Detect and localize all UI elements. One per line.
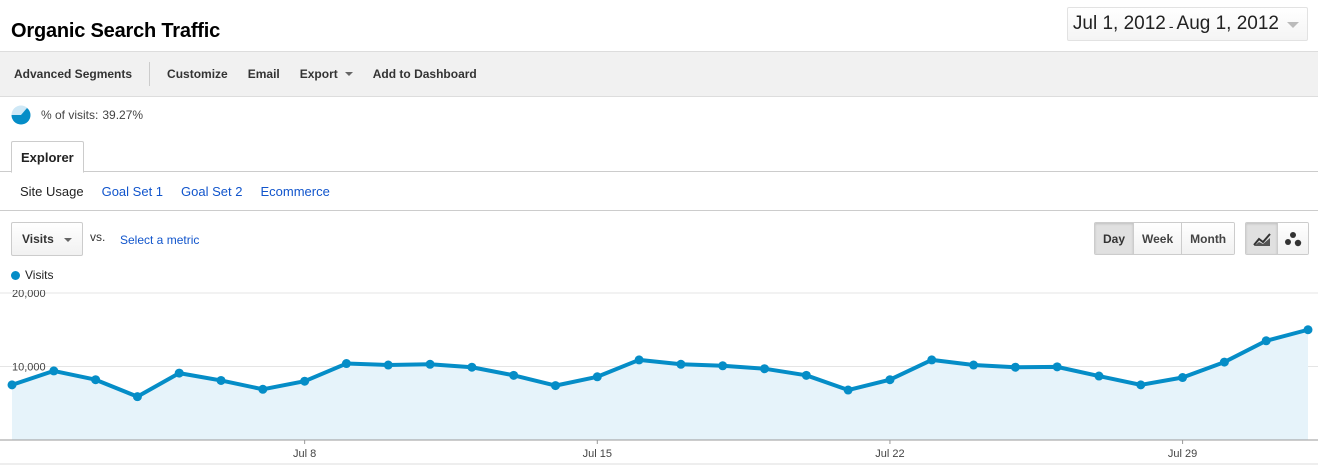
data-point	[885, 375, 895, 385]
subtab-ecommerce[interactable]: Ecommerce	[260, 184, 330, 199]
day-button[interactable]: Day	[1095, 223, 1134, 254]
date-range-end: Aug 1, 2012	[1176, 13, 1279, 34]
subtab-goal-set-2[interactable]: Goal Set 2	[181, 184, 243, 199]
subtab-site-usage[interactable]: Site Usage	[20, 184, 84, 199]
week-button[interactable]: Week	[1133, 223, 1182, 254]
data-point	[174, 368, 184, 378]
report-toolbar: Advanced Segments Customize Email Export…	[0, 51, 1318, 97]
pie-chart-icon	[11, 105, 31, 125]
segment-value: 39.27%	[102, 108, 144, 122]
data-point	[467, 362, 477, 372]
toolbar-divider	[149, 62, 151, 86]
data-point	[634, 355, 644, 365]
chevron-down-icon	[1287, 22, 1299, 28]
y-tick-label: 20,000	[12, 290, 46, 300]
segment-label: % of visits:	[41, 108, 99, 122]
data-point	[969, 360, 979, 370]
data-point	[1261, 336, 1271, 346]
data-point	[49, 366, 59, 376]
data-point	[676, 359, 686, 369]
tab-explorer[interactable]: Explorer	[11, 141, 84, 173]
add-to-dashboard-button[interactable]: Add to Dashboard	[372, 67, 477, 81]
data-point	[592, 372, 602, 382]
data-point	[760, 364, 770, 374]
data-point	[258, 384, 268, 394]
report-tabs: Explorer	[0, 140, 1318, 173]
data-point	[927, 355, 937, 365]
date-range-picker[interactable]: Jul 1, 2012 - Aug 1, 2012	[1066, 7, 1308, 41]
customize-button[interactable]: Customize	[167, 67, 228, 81]
chevron-down-icon	[344, 72, 353, 76]
motion-chart-icon	[1285, 231, 1302, 246]
data-point	[801, 370, 811, 380]
data-point	[550, 381, 560, 391]
data-point	[509, 370, 519, 380]
line-chart-button[interactable]	[1246, 223, 1277, 254]
chart-legend: Visits	[11, 268, 53, 282]
data-point	[383, 360, 393, 370]
export-label: Export	[299, 67, 338, 81]
motion-chart-button[interactable]	[1277, 223, 1308, 254]
legend-label: Visits	[25, 268, 54, 282]
advanced-segments-button[interactable]: Advanced Segments	[14, 67, 133, 81]
page-title: Organic Search Traffic	[11, 20, 221, 42]
data-point	[341, 359, 351, 369]
data-point	[216, 375, 226, 385]
data-point	[843, 385, 853, 395]
data-point	[1303, 325, 1313, 335]
email-button[interactable]: Email	[247, 67, 280, 81]
date-range-start: Jul 1, 2012	[1072, 13, 1166, 34]
x-tick-label: Jul 22	[875, 448, 904, 460]
data-point	[1010, 362, 1020, 372]
select-metric-link[interactable]: Select a metric	[120, 233, 200, 247]
data-point	[1094, 371, 1104, 381]
y-tick-label: 10,000	[12, 362, 46, 374]
vs-label: vs.	[90, 230, 106, 244]
line-chart-icon	[1252, 232, 1271, 246]
x-tick-label: Jul 29	[1168, 448, 1197, 460]
data-point	[132, 392, 142, 402]
x-tick-label: Jul 8	[293, 448, 316, 460]
data-point	[91, 375, 101, 385]
data-point	[1136, 380, 1146, 390]
data-point	[718, 361, 728, 371]
metric-select[interactable]: Visits	[11, 222, 83, 256]
metric-select-value: Visits	[22, 232, 54, 246]
x-tick-label: Jul 15	[583, 448, 612, 460]
export-button[interactable]: Export	[290, 52, 363, 96]
chevron-down-icon	[64, 238, 72, 242]
data-point	[7, 380, 17, 390]
month-button[interactable]: Month	[1181, 223, 1235, 254]
data-point	[1178, 373, 1188, 383]
chart-type-toggle	[1245, 222, 1309, 255]
visits-line-chart: 20,000 10,000 Jul 8 Jul 15 Jul 22 Jul 29	[0, 290, 1318, 465]
data-point	[1052, 362, 1062, 372]
legend-dot	[11, 270, 20, 280]
period-toggle: Day Week Month	[1094, 222, 1236, 255]
explorer-subtabs: Site Usage Goal Set 1 Goal Set 2 Ecommer…	[0, 173, 1318, 211]
data-point	[425, 359, 435, 369]
subtab-goal-set-1[interactable]: Goal Set 1	[101, 184, 164, 199]
series-area	[12, 329, 1308, 440]
data-point	[1219, 357, 1229, 367]
segment-summary: % of visits: 39.27%	[11, 105, 143, 125]
series-line-visits	[11, 327, 1309, 399]
data-point	[300, 376, 310, 386]
date-range-separator: -	[1168, 17, 1174, 34]
